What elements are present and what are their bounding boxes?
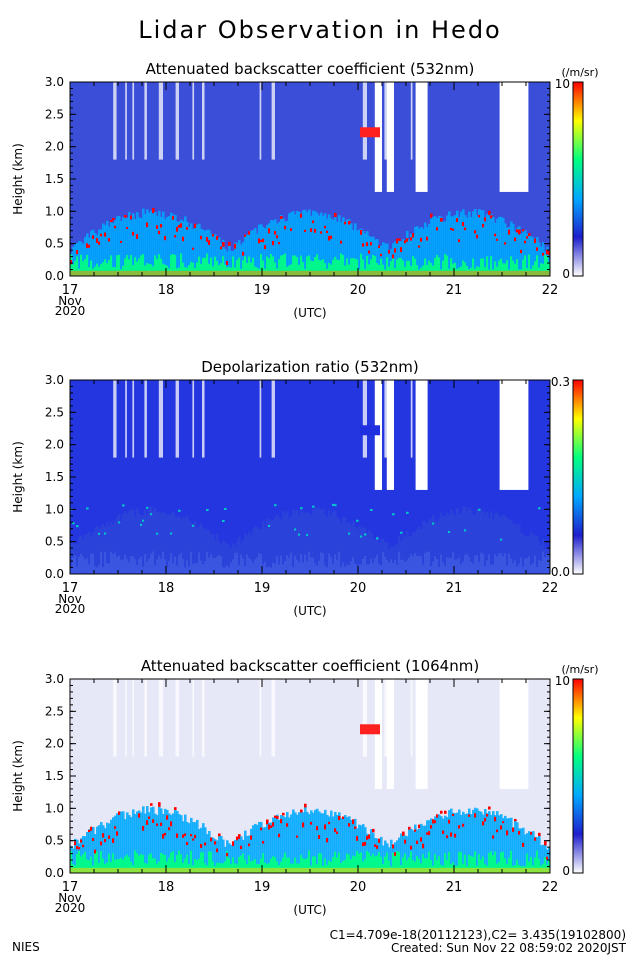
colorbar [572, 81, 584, 277]
colorbar [572, 379, 584, 575]
y-tick-label: 2.5 [45, 107, 64, 121]
y-axis-label: Height (km) [11, 143, 25, 214]
x-axis-label: (UTC) [293, 306, 326, 320]
y-tick-label: 0.5 [45, 834, 64, 848]
x-tick-label: 21 [446, 581, 463, 596]
y-tick-label: 0.0 [45, 269, 64, 283]
x-sublabel: Nov [58, 294, 81, 308]
y-tick-label: 3.0 [45, 75, 64, 89]
y-tick-label: 2.0 [45, 438, 64, 452]
x-tick-label: 19 [254, 880, 271, 895]
heatmap-layer [70, 380, 550, 574]
x-sublabel: 2020 [55, 304, 86, 318]
colorbar [572, 678, 584, 874]
x-tick-label: 18 [158, 283, 175, 298]
x-tick-label: 18 [158, 880, 175, 895]
footer-constants: C1=4.709e-18(20112123),C2= 3.435(1910280… [330, 928, 626, 942]
colorbar-max-label: 0.3 [551, 375, 570, 389]
y-tick-label: 0.5 [45, 535, 64, 549]
panel-title: Attenuated backscatter coefficient (1064… [141, 657, 479, 675]
y-tick-label: 1.5 [45, 470, 64, 484]
y-axis-label: Height (km) [11, 740, 25, 811]
chart-panel-3: Attenuated backscatter coefficient (1064… [11, 657, 598, 917]
chart-panels: Attenuated backscatter coefficient (532n… [11, 60, 598, 917]
x-tick-label: 17 [62, 880, 79, 895]
x-tick-label: 20 [350, 283, 367, 298]
y-tick-label: 1.0 [45, 801, 64, 815]
y-tick-label: 1.5 [45, 172, 64, 186]
colorbar-max-label: 10 [555, 77, 570, 91]
chart-panel-1: Attenuated backscatter coefficient (532n… [11, 60, 598, 320]
x-tick-label: 22 [542, 880, 559, 895]
y-tick-label: 3.0 [45, 672, 64, 686]
x-tick-label: 19 [254, 283, 271, 298]
x-axis-label: (UTC) [293, 604, 326, 618]
x-sublabel: 2020 [55, 901, 86, 915]
x-tick-label: 17 [62, 283, 79, 298]
y-tick-label: 0.5 [45, 237, 64, 251]
x-tick-label: 22 [542, 581, 559, 596]
y-tick-label: 1.0 [45, 204, 64, 218]
y-axis-label: Height (km) [11, 441, 25, 512]
footer-org: NIES [12, 940, 40, 954]
y-tick-label: 0.0 [45, 567, 64, 581]
x-sublabel: Nov [58, 592, 81, 606]
x-sublabel: 2020 [55, 602, 86, 616]
x-tick-label: 21 [446, 283, 463, 298]
chart-panel-2: Depolarization ratio (532nm) 0.0 0.5 1.0 1.5… [11, 358, 584, 618]
x-tick-label: 21 [446, 880, 463, 895]
colorbar-min-label: 0.0 [551, 565, 570, 579]
figure-title: Lidar Observation in Hedo [138, 16, 502, 44]
y-tick-label: 1.0 [45, 502, 64, 516]
x-sublabel: Nov [58, 891, 81, 905]
x-tick-label: 19 [254, 581, 271, 596]
x-tick-label: 20 [350, 880, 367, 895]
y-tick-label: 0.0 [45, 866, 64, 880]
panel-title: Attenuated backscatter coefficient (532n… [146, 60, 475, 78]
colorbar-min-label: 0 [562, 864, 570, 878]
colorbar-min-label: 0 [562, 267, 570, 281]
x-tick-label: 22 [542, 283, 559, 298]
y-tick-label: 2.0 [45, 140, 64, 154]
y-tick-label: 1.5 [45, 769, 64, 783]
x-tick-label: 18 [158, 581, 175, 596]
heatmap-layer [70, 679, 550, 873]
y-tick-label: 2.5 [45, 405, 64, 419]
panel-title: Depolarization ratio (532nm) [201, 358, 419, 376]
x-tick-label: 17 [62, 581, 79, 596]
x-tick-label: 20 [350, 581, 367, 596]
x-axis-label: (UTC) [293, 903, 326, 917]
colorbar-unit: (/m/sr) [562, 663, 599, 676]
y-tick-label: 3.0 [45, 373, 64, 387]
colorbar-max-label: 10 [555, 674, 570, 688]
y-tick-label: 2.0 [45, 737, 64, 751]
footer-created: Created: Sun Nov 22 08:59:02 2020JST [391, 941, 627, 955]
colorbar-unit: (/m/sr) [562, 66, 599, 79]
y-tick-label: 2.5 [45, 704, 64, 718]
